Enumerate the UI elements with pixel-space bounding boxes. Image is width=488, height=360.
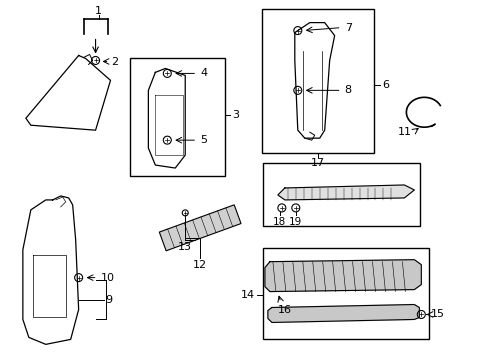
Polygon shape: [267, 305, 419, 323]
Text: 16: 16: [277, 305, 291, 315]
Text: 15: 15: [430, 310, 445, 319]
Text: 8: 8: [344, 85, 351, 95]
Polygon shape: [294, 23, 334, 138]
Bar: [263, 248, 428, 339]
Polygon shape: [26, 55, 110, 130]
Text: 4: 4: [200, 68, 207, 78]
Text: 12: 12: [193, 260, 207, 270]
Text: 14: 14: [241, 289, 254, 300]
Polygon shape: [277, 185, 413, 200]
Text: 11: 11: [397, 127, 410, 137]
FancyBboxPatch shape: [159, 205, 241, 251]
Text: 18: 18: [273, 217, 286, 227]
Text: 6: 6: [382, 80, 388, 90]
Text: 3: 3: [232, 110, 239, 120]
Text: 17: 17: [310, 158, 324, 168]
Text: 10: 10: [101, 273, 114, 283]
Bar: [263, 163, 420, 226]
Text: 7: 7: [344, 23, 351, 33]
Bar: [262, 9, 373, 153]
Polygon shape: [148, 68, 185, 168]
Text: 1: 1: [95, 6, 102, 15]
Bar: [130, 58, 224, 176]
Text: 19: 19: [288, 217, 302, 227]
Polygon shape: [264, 260, 421, 292]
Text: 9: 9: [105, 294, 112, 305]
Text: 5: 5: [200, 135, 207, 145]
Text: 2: 2: [111, 58, 119, 67]
Polygon shape: [23, 196, 79, 345]
Text: 13: 13: [178, 242, 192, 252]
